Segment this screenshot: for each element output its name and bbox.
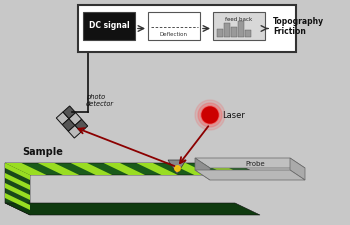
Polygon shape xyxy=(136,163,178,175)
Circle shape xyxy=(195,100,225,130)
Circle shape xyxy=(198,103,222,127)
Polygon shape xyxy=(195,158,305,168)
Text: feed back: feed back xyxy=(225,17,253,22)
FancyBboxPatch shape xyxy=(238,21,244,37)
Polygon shape xyxy=(75,119,88,132)
Polygon shape xyxy=(290,158,305,180)
Polygon shape xyxy=(104,163,145,175)
Polygon shape xyxy=(5,183,30,200)
Polygon shape xyxy=(202,163,244,175)
Text: Deflection: Deflection xyxy=(160,32,188,38)
Polygon shape xyxy=(195,170,305,180)
Text: Topography
Friction: Topography Friction xyxy=(273,17,324,36)
Polygon shape xyxy=(195,158,210,180)
Polygon shape xyxy=(68,125,81,138)
Polygon shape xyxy=(62,119,75,131)
Polygon shape xyxy=(5,163,30,180)
Polygon shape xyxy=(56,112,69,125)
FancyBboxPatch shape xyxy=(217,29,223,37)
Text: photo
detector: photo detector xyxy=(86,93,114,107)
FancyBboxPatch shape xyxy=(78,5,296,52)
FancyBboxPatch shape xyxy=(245,30,251,37)
Polygon shape xyxy=(168,160,186,174)
FancyBboxPatch shape xyxy=(224,23,230,37)
Polygon shape xyxy=(5,203,260,215)
Polygon shape xyxy=(169,163,211,175)
Polygon shape xyxy=(69,113,82,125)
Text: Laser: Laser xyxy=(222,110,245,119)
Polygon shape xyxy=(5,193,30,210)
Polygon shape xyxy=(71,163,112,175)
Polygon shape xyxy=(5,163,260,175)
FancyBboxPatch shape xyxy=(231,27,237,37)
Polygon shape xyxy=(5,173,30,190)
Text: Probe: Probe xyxy=(245,161,265,167)
Polygon shape xyxy=(5,163,30,215)
Circle shape xyxy=(202,107,218,123)
Polygon shape xyxy=(38,163,79,175)
FancyBboxPatch shape xyxy=(83,12,135,40)
Text: DC signal: DC signal xyxy=(89,22,129,31)
Polygon shape xyxy=(63,106,76,119)
FancyBboxPatch shape xyxy=(148,12,200,40)
Text: Sample: Sample xyxy=(22,147,63,157)
FancyBboxPatch shape xyxy=(213,12,265,40)
Circle shape xyxy=(201,106,219,124)
Polygon shape xyxy=(5,163,47,175)
